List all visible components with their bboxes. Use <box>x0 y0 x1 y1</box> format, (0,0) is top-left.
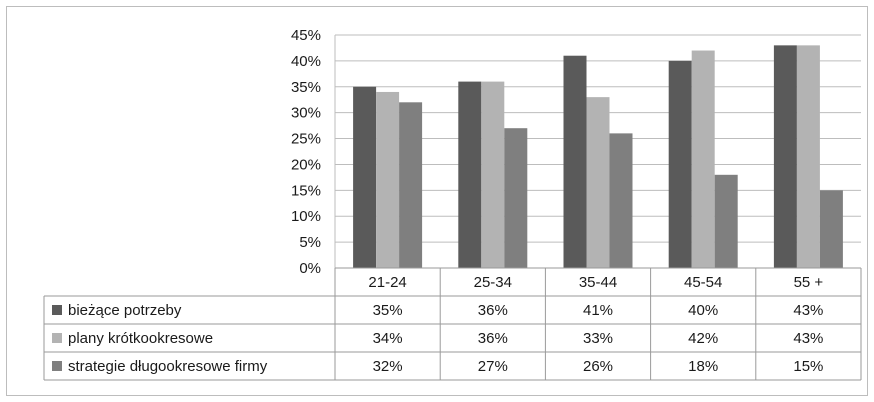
x-category-label: 25-34 <box>474 274 512 291</box>
gridlines <box>334 34 861 268</box>
data-label: 18% <box>688 358 718 375</box>
bar <box>668 60 692 269</box>
y-tick-label: 35% <box>291 79 321 96</box>
data-label: 43% <box>793 330 823 347</box>
legend-series-name: bieżące potrzeby <box>68 302 182 319</box>
bars <box>353 45 843 269</box>
bar <box>714 174 738 268</box>
data-label: 26% <box>583 358 613 375</box>
legend-key <box>52 305 62 315</box>
data-label: 15% <box>793 358 823 375</box>
bar <box>609 133 633 268</box>
y-tick-label: 25% <box>291 131 321 148</box>
legend-key <box>52 333 62 343</box>
bar <box>773 45 797 268</box>
y-tick-label: 15% <box>291 182 321 199</box>
y-tick-label: 10% <box>291 208 321 225</box>
bar <box>504 128 528 268</box>
legend-key <box>52 361 62 371</box>
data-label: 27% <box>478 358 508 375</box>
data-label: 42% <box>688 330 718 347</box>
data-label: 33% <box>583 330 613 347</box>
legend-series-name: strategie długookresowe firmy <box>68 358 268 375</box>
bar <box>819 190 843 268</box>
y-tick-label: 5% <box>299 234 321 251</box>
x-category-label: 45-54 <box>684 274 722 291</box>
y-tick-label: 45% <box>291 27 321 44</box>
bar <box>481 81 505 268</box>
y-tick-label: 30% <box>291 105 321 122</box>
data-label: 32% <box>373 358 403 375</box>
chart-frame <box>6 6 868 396</box>
y-tick-label: 40% <box>291 53 321 70</box>
bar <box>586 97 610 268</box>
data-label: 34% <box>373 330 403 347</box>
x-category-label: 35-44 <box>579 274 617 291</box>
data-table: 21-24 25-34 35-44 45-54 55 + bieżące potrzeby… <box>43 267 862 381</box>
y-tick-label: 0% <box>299 260 321 277</box>
bar <box>376 91 400 268</box>
x-category-label: 55 + <box>794 274 824 291</box>
x-category-label: 21-24 <box>368 274 406 291</box>
bar <box>399 102 423 268</box>
y-axis-ticks: 0% 5% 10% 15% 20% 25% 30% 35% 40% 45% <box>291 27 321 277</box>
bar <box>796 45 820 268</box>
data-label: 35% <box>373 302 403 319</box>
data-label: 40% <box>688 302 718 319</box>
data-label: 36% <box>478 302 508 319</box>
bar <box>563 55 587 268</box>
bar <box>353 86 377 269</box>
bar <box>691 50 715 269</box>
data-label: 36% <box>478 330 508 347</box>
bar <box>458 81 482 268</box>
data-label: 41% <box>583 302 613 319</box>
legend-series-name: plany krótkookresowe <box>68 330 213 347</box>
data-label: 43% <box>793 302 823 319</box>
y-tick-label: 20% <box>291 156 321 173</box>
